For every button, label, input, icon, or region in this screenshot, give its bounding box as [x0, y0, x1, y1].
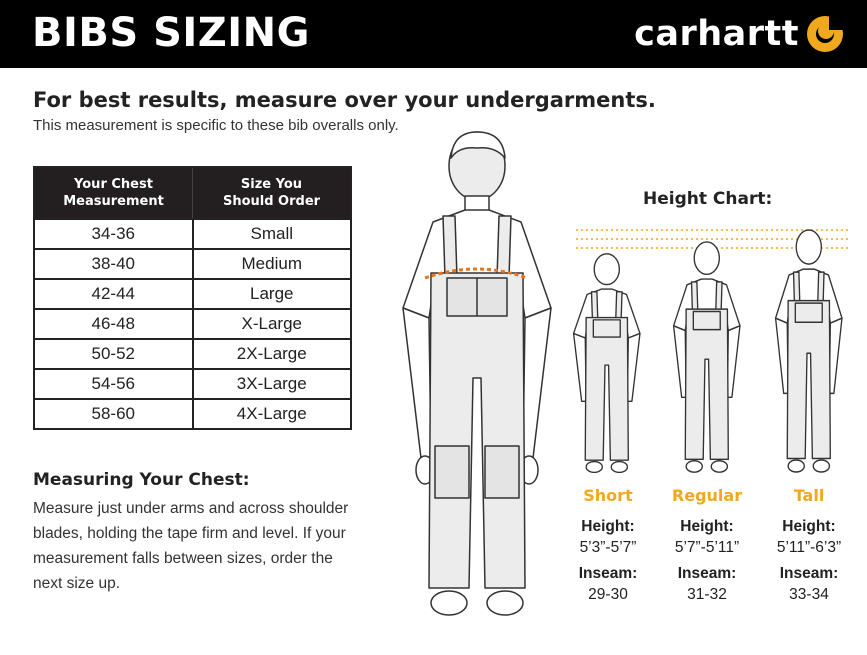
size-cell: 2X-Large	[191, 338, 352, 370]
headline: For best results, measure over your unde…	[33, 88, 656, 112]
chest-cell: 50-52	[33, 338, 194, 370]
column-name: Short	[583, 486, 633, 505]
height-value: 5’7”-5’11”	[674, 539, 740, 556]
height-column-short: Short Height: 5’3”-5’7” Inseam: 29-30	[558, 486, 658, 610]
short-figure-icon	[572, 253, 641, 474]
inseam-label: Inseam:	[578, 565, 638, 582]
size-cell: X-Large	[191, 308, 352, 340]
height-label: Height:	[782, 518, 836, 535]
height-column-regular: Regular Height: 5’7”-5’11” Inseam: 31-32	[657, 486, 757, 610]
chest-cell: 42-44	[33, 278, 194, 310]
table-header-row: Your Chest Measurement Size You Should Ord…	[34, 167, 351, 219]
chest-cell: 34-36	[33, 218, 194, 250]
size-cell: Small	[191, 218, 352, 250]
chest-cell: 54-56	[33, 368, 194, 400]
height-label: Height:	[581, 518, 635, 535]
regular-figure-icon	[672, 241, 741, 473]
size-cell: Large	[191, 278, 352, 310]
table-row: 38-40 Medium	[33, 248, 352, 280]
header-bar: BIBS SIZING carhartt	[0, 0, 867, 68]
overalls-figure-icon	[402, 131, 552, 616]
height-value: 5’3”-5’7”	[579, 539, 637, 556]
inseam-value: 33-34	[789, 586, 829, 603]
column-name: Tall	[793, 486, 825, 505]
table-row: 42-44 Large	[33, 278, 352, 310]
page-title: BIBS SIZING	[32, 10, 310, 56]
height-label: Height:	[680, 518, 734, 535]
chest-cell: 38-40	[33, 248, 194, 280]
size-cell: 4X-Large	[191, 398, 352, 430]
measuring-body: Measure just under arms and across shoul…	[33, 500, 349, 592]
chest-cell: 58-60	[33, 398, 194, 430]
table-row: 58-60 4X-Large	[33, 398, 352, 430]
measuring-tape-icon	[424, 267, 528, 280]
height-column-tall: Tall Height: 5’11”-6’3” Inseam: 33-34	[759, 486, 859, 610]
carhartt-c-logo-icon	[807, 16, 845, 52]
measuring-title: Measuring Your Chest:	[33, 470, 250, 490]
column-name: Regular	[671, 486, 743, 505]
brand-logo: carhartt	[634, 12, 845, 56]
height-value: 5’11”-6’3”	[776, 539, 842, 556]
table-row: 54-56 3X-Large	[33, 368, 352, 400]
column-header: Your Chest Measurement	[34, 167, 193, 219]
column-header: Size You Should Order	[192, 167, 351, 219]
inseam-value: 29-30	[588, 586, 628, 603]
brand-wordmark: carhartt	[634, 14, 799, 54]
table-row: 50-52 2X-Large	[33, 338, 352, 370]
size-table: Your Chest Measurement Size You Should Ord…	[33, 166, 352, 430]
size-cell: 3X-Large	[191, 368, 352, 400]
inseam-value: 31-32	[687, 586, 727, 603]
table-row: 46-48 X-Large	[33, 308, 352, 340]
size-cell: Medium	[191, 248, 352, 280]
subline: This measurement is specific to these bi…	[33, 117, 399, 134]
chest-cell: 46-48	[33, 308, 194, 340]
tall-figure-icon	[774, 229, 843, 473]
inseam-label: Inseam:	[779, 565, 839, 582]
inseam-label: Inseam:	[677, 565, 737, 582]
table-row: 34-36 Small	[33, 218, 352, 250]
height-chart-title: Height Chart:	[643, 189, 773, 209]
